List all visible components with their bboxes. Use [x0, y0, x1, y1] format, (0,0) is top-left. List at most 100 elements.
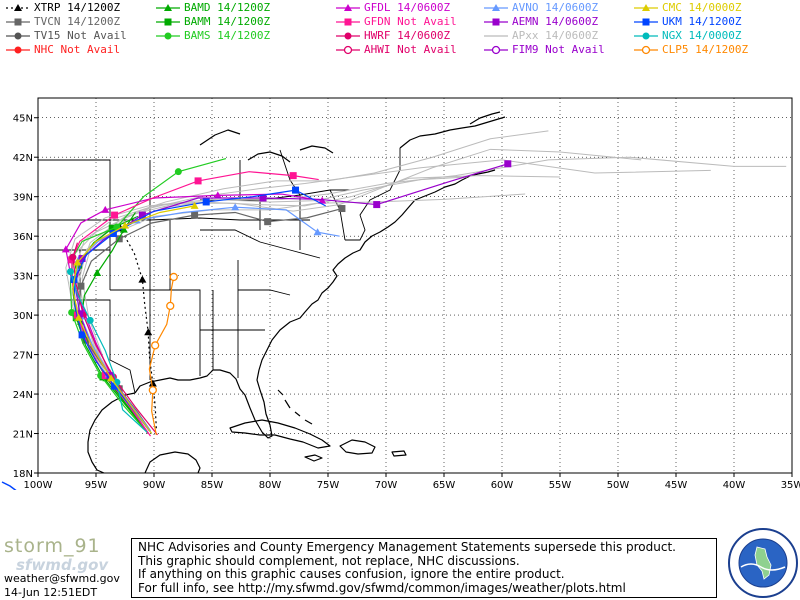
legend-item-xtrp: XTRP 14/1200Z [4, 1, 174, 15]
legend-swatch-icon [336, 4, 360, 11]
legend-item-nhc: NHC Not Avail [4, 43, 174, 57]
legend-label: TV15 Not Avail [34, 29, 127, 42]
legend-label: NGX 14/0000Z [662, 29, 742, 42]
legend-swatch-icon [484, 45, 508, 55]
puerto-rico [391, 450, 407, 457]
legend-label: CMC 14/0000Z [662, 1, 742, 14]
issue-timestamp: 14-Jun 12:51EDT [4, 586, 98, 599]
lat-label: 42N [13, 153, 33, 164]
lat-label: 30N [13, 311, 33, 322]
lon-label: 70W [375, 480, 398, 490]
legend-swatch-icon [6, 4, 30, 11]
legend-label: CLP5 14/1200Z [662, 43, 749, 56]
track-point [68, 308, 76, 316]
legend-swatch-icon [336, 18, 360, 26]
legend-marker [344, 32, 352, 40]
legend-swatch-icon [6, 18, 30, 26]
legend-swatch-icon [6, 46, 30, 54]
legend-marker [343, 45, 353, 55]
legend-swatch-icon [484, 4, 508, 11]
track-point [338, 205, 346, 213]
legend-label: BAMS 14/1200Z [184, 29, 271, 42]
lat-label: 21N [13, 430, 33, 441]
track-point [86, 316, 94, 324]
lat-label: 33N [13, 272, 33, 283]
track-point [259, 194, 267, 202]
lat-label: 18N [13, 469, 33, 480]
disclaimer-link[interactable]: For full info, see http://my.sfwmd.gov/s… [138, 580, 626, 595]
track-point [78, 331, 86, 339]
track-point [151, 341, 160, 350]
track-point [61, 245, 70, 253]
disclaimer-box: NHC Advisories and County Emergency Mana… [131, 538, 717, 598]
legend-label: BAMD 14/1200Z [184, 1, 271, 14]
lon-label: 40W [723, 480, 746, 490]
legend-item-bams: BAMS 14/1200Z [154, 29, 324, 43]
legend-item-hwrf: HWRF 14/0600Z [334, 29, 504, 43]
legend-swatch-icon [484, 18, 508, 26]
coastlines [87, 111, 506, 474]
legend-item-bamm: BAMM 14/1200Z [154, 15, 324, 29]
lon-label: 100W [24, 480, 53, 490]
legend-label: GFDL 14/0600Z [364, 1, 451, 14]
legend-item-aemn: AEMN 14/0600Z [482, 15, 652, 29]
track-point [148, 379, 157, 387]
track-point [231, 203, 240, 211]
lon-label: 45W [665, 480, 688, 490]
lat-label: 45N [13, 114, 33, 125]
disclaimer-line: If anything on this graphic causes confu… [138, 567, 565, 581]
legend-item-tvcn: TVCN 14/1200Z [4, 15, 174, 29]
track-line [73, 189, 326, 434]
bahamas [277, 389, 313, 425]
model-legend: XTRP 14/1200Z TVCN 14/1200Z TV15 Not Avail… [0, 0, 800, 60]
model-tracks [61, 157, 512, 437]
map-panel: 100W 95W 90W 85W 80W 75W 70W 65W 60W 55W 50W 45W 40W… [0, 90, 800, 493]
track-point [109, 230, 117, 238]
track-line [72, 205, 195, 434]
disclaimer-line: This graphic should complement, not repl… [138, 553, 520, 568]
graticule [38, 98, 792, 473]
track-point [190, 201, 199, 209]
legend-marker [164, 32, 172, 40]
track-point [69, 253, 77, 261]
track-clp5 [148, 272, 178, 435]
track-map: 100W 95W 90W 85W 80W 75W 70W 65W 60W 55W 50W 45W 40W… [1, 97, 800, 493]
legend-marker [14, 32, 22, 40]
mexico-coastline [87, 392, 136, 474]
legend-swatch-icon [336, 45, 360, 55]
legend-marker [642, 18, 650, 26]
track-point [138, 275, 147, 283]
legend-marker [344, 18, 352, 26]
legend-marker [492, 18, 500, 26]
canada-coast [399, 116, 506, 149]
legend-label: UKM 14/1200Z [662, 15, 742, 28]
legend-marker [14, 18, 22, 26]
legend-label: BAMM 14/1200Z [184, 15, 271, 28]
legend-label: AHWI Not Avail [364, 43, 457, 56]
legend-item-cmc: CMC 14/0000Z [632, 1, 800, 15]
track-line [72, 242, 158, 436]
lat-label: 27N [13, 351, 33, 362]
legend-item-apxx: APxx 14/0600Z [482, 29, 652, 43]
legend-marker [492, 4, 500, 11]
legend-swatch-icon [634, 45, 658, 55]
track-point [73, 258, 82, 266]
legend-swatch-icon [156, 4, 180, 11]
legend-item-gfdl: GFDL 14/0600Z [334, 1, 504, 15]
legend-label: TVCN 14/1200Z [34, 15, 121, 28]
legend-marker [642, 4, 650, 11]
track-point [191, 211, 199, 219]
lon-label: 55W [549, 480, 572, 490]
contact-email[interactable]: weather@sfwmd.gov [4, 572, 120, 585]
cuba [229, 419, 331, 449]
track-point [504, 160, 512, 168]
disclaimer-line: NHC Advisories and County Emergency Mana… [138, 540, 676, 554]
track-point [202, 198, 210, 206]
track-point [111, 382, 119, 390]
legend-marker [164, 4, 172, 11]
legend-label: XTRP 14/1200Z [34, 1, 121, 14]
legend-label: NHC Not Avail [34, 43, 121, 56]
legend-swatch-icon [156, 18, 180, 26]
brand-name: storm_91 [4, 535, 101, 557]
legend-swatch-icon [6, 32, 30, 40]
